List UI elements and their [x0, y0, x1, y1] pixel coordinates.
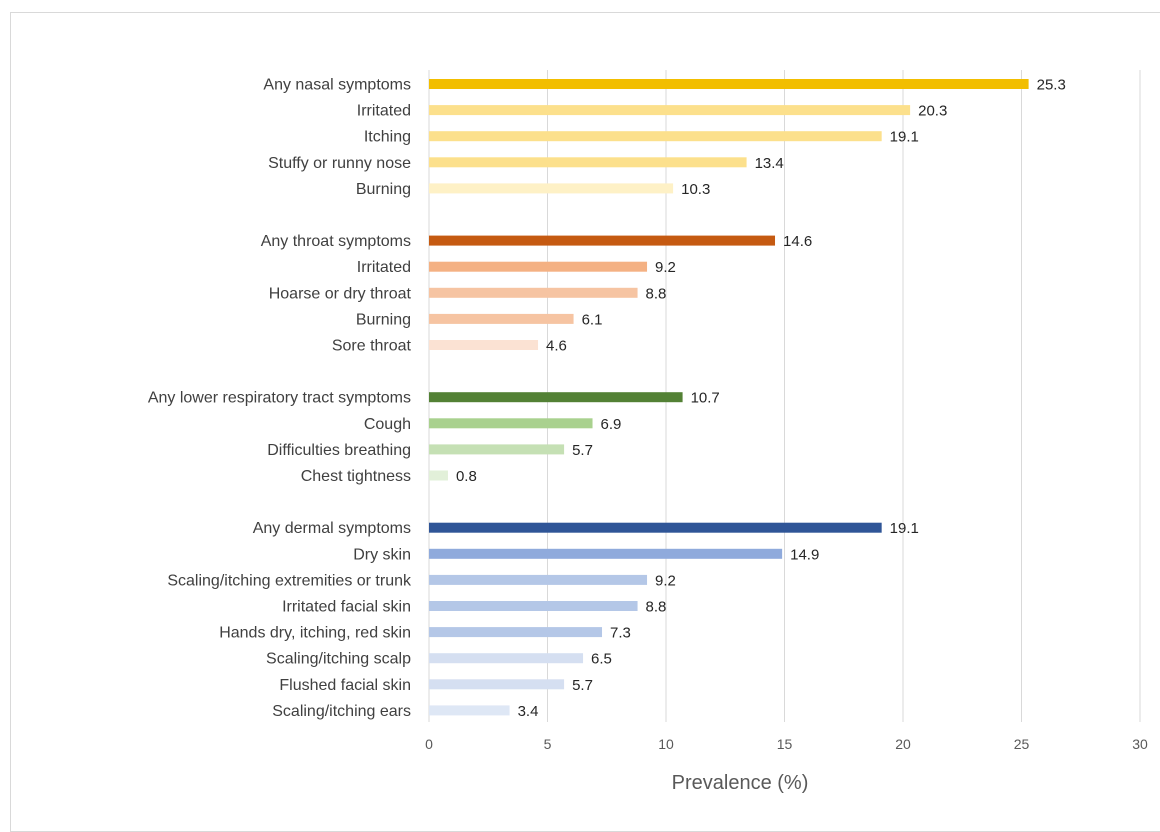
bar — [429, 705, 510, 716]
bar — [429, 157, 747, 168]
category-label: Any lower respiratory tract symptoms — [148, 390, 411, 407]
bar — [429, 287, 638, 298]
category-label: Scaling/itching extremities or trunk — [167, 572, 412, 589]
category-label: Burning — [356, 181, 411, 198]
category-label: Irritated facial skin — [282, 599, 411, 616]
category-label: Scaling/itching ears — [272, 703, 411, 720]
bar — [429, 601, 638, 611]
value-label: 8.8 — [646, 285, 667, 302]
category-label: Dry skin — [353, 546, 411, 563]
category-label: Cough — [364, 416, 411, 433]
bar — [429, 679, 565, 690]
category-label: Difficulties breathing — [267, 442, 411, 459]
value-label: 4.6 — [546, 338, 567, 355]
x-tick-label: 0 — [425, 736, 433, 752]
bar — [429, 183, 674, 194]
bar — [429, 548, 783, 559]
bar — [429, 105, 911, 116]
value-label: 14.6 — [783, 233, 812, 250]
bar — [429, 261, 648, 272]
value-label: 20.3 — [918, 103, 947, 120]
value-label: 10.3 — [681, 181, 710, 198]
value-labels: 25.3 20.3 19.1 13.4 10.3 14.6 9.2 8.8 6.1 4.6 10.7… — [456, 77, 1066, 720]
bar — [429, 392, 683, 403]
category-labels: Any nasal symptoms Irritated Itching Stuffy… — [148, 77, 412, 720]
value-label: 10.7 — [691, 390, 720, 407]
value-label: 9.2 — [655, 259, 676, 276]
category-label: Any throat symptoms — [261, 233, 411, 250]
bar — [429, 313, 574, 324]
value-label: 7.3 — [610, 625, 631, 642]
value-label: 13.4 — [755, 155, 784, 172]
bars — [429, 79, 1029, 716]
value-label: 8.8 — [646, 599, 667, 616]
x-tick-label: 15 — [777, 736, 793, 752]
bar — [429, 653, 584, 664]
category-label: Scaling/itching scalp — [266, 651, 411, 668]
category-label: Hands dry, itching, red skin — [219, 625, 411, 642]
category-label: Burning — [356, 311, 411, 328]
value-label: 9.2 — [655, 572, 676, 589]
value-label: 6.1 — [582, 311, 603, 328]
value-label: 3.4 — [518, 703, 539, 720]
value-label: 6.5 — [591, 651, 612, 668]
x-tick-labels: 0 5 10 15 20 25 30 — [425, 736, 1148, 752]
category-label: Stuffy or runny nose — [268, 155, 411, 172]
value-label: 5.7 — [572, 677, 593, 694]
category-label: Chest tightness — [301, 468, 411, 485]
value-label: 0.8 — [456, 468, 477, 485]
x-tick-label: 5 — [544, 736, 552, 752]
bar — [429, 79, 1029, 89]
bar — [429, 418, 593, 429]
bar — [429, 235, 776, 246]
bar — [429, 444, 565, 455]
x-axis-title: Prevalence (%) — [672, 772, 809, 794]
x-tick-label: 10 — [658, 736, 674, 752]
bar — [429, 522, 882, 533]
category-label: Irritated — [357, 103, 411, 120]
category-label: Hoarse or dry throat — [269, 285, 412, 302]
bar — [429, 470, 448, 481]
category-label: Any dermal symptoms — [253, 520, 411, 537]
category-label: Any nasal symptoms — [263, 77, 411, 94]
x-tick-label: 25 — [1014, 736, 1030, 752]
bar — [429, 340, 539, 350]
category-label: Sore throat — [332, 338, 412, 355]
bar — [429, 627, 603, 638]
category-label: Irritated — [357, 259, 411, 276]
category-label: Itching — [364, 129, 411, 146]
value-label: 19.1 — [890, 129, 919, 146]
value-label: 19.1 — [890, 520, 919, 537]
value-label: 5.7 — [572, 442, 593, 459]
bar — [429, 574, 648, 585]
x-tick-label: 20 — [895, 736, 911, 752]
value-label: 6.9 — [601, 416, 622, 433]
bar — [429, 131, 882, 142]
category-label: Flushed facial skin — [279, 677, 411, 694]
x-tick-label: 30 — [1132, 736, 1148, 752]
value-label: 14.9 — [790, 546, 819, 563]
value-label: 25.3 — [1037, 77, 1066, 94]
